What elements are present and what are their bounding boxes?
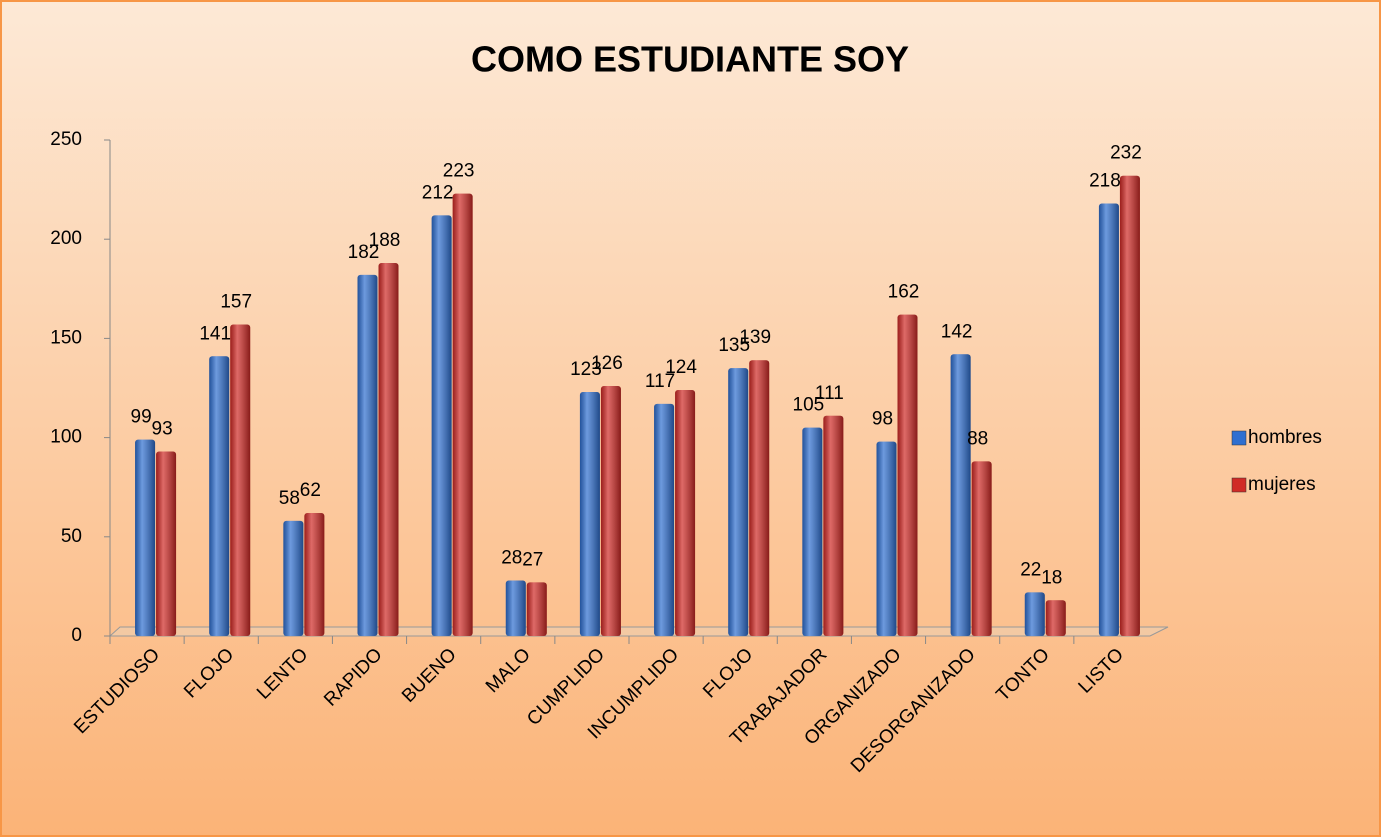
bar [526,582,547,636]
data-label: 162 [888,282,920,303]
bar [135,439,156,636]
data-label: 111 [815,383,844,404]
bar [579,391,600,636]
bar [675,389,696,636]
data-label: 93 [152,419,173,440]
data-label: 126 [591,353,623,374]
legend-key [1231,477,1247,493]
y-tick-label: 100 [50,427,82,448]
legend-label: hombres [1248,427,1322,448]
y-tick-label: 250 [50,129,82,150]
y-tick-label: 150 [50,327,82,348]
data-label: 223 [443,161,475,182]
bar [283,520,304,636]
bar [971,461,992,636]
data-label: 123 [570,359,602,380]
bar [505,580,526,636]
bar [823,415,844,636]
y-tick-label: 200 [50,228,82,249]
legend-label: mujeres [1248,474,1316,495]
data-label: 135 [718,335,750,356]
bar [950,354,971,636]
bar [1024,592,1045,636]
data-label: 139 [739,327,771,348]
bar [1045,600,1066,636]
data-label: 27 [522,549,543,570]
bar [304,512,325,636]
data-label: 157 [220,292,252,313]
data-label: 142 [941,321,973,342]
bar [897,314,918,636]
bar [600,386,621,636]
data-label: 117 [645,371,675,392]
data-label: 188 [369,230,401,251]
floor [108,626,1169,637]
bar [1119,175,1140,636]
data-label: 98 [872,409,893,430]
bar [357,274,378,636]
bar [654,403,675,636]
data-label: 28 [501,547,522,568]
bar [728,368,749,636]
data-label: 182 [348,242,380,263]
bar [876,441,897,636]
chart-title: COMO ESTUDIANTE SOY [471,39,909,80]
bar [230,324,251,636]
bar [431,215,452,636]
data-label: 18 [1041,567,1062,588]
bar [802,427,823,636]
bar [378,263,399,636]
legend-key [1231,430,1247,446]
data-label: 105 [793,395,825,416]
data-label: 88 [967,428,988,449]
bar [156,451,177,636]
data-label: 124 [665,357,697,378]
bar [452,193,473,636]
data-label: 62 [300,480,321,501]
data-label: 212 [422,182,454,203]
data-label: 22 [1020,559,1041,580]
data-label: 99 [131,407,152,428]
y-tick-label: 0 [71,625,82,646]
data-label: 141 [199,323,231,344]
data-label: 232 [1110,143,1142,164]
bar [749,360,770,636]
data-label: 58 [279,488,300,509]
bar [209,356,230,636]
y-tick-label: 50 [61,526,82,547]
data-label: 218 [1089,171,1121,192]
bar [1098,203,1119,636]
